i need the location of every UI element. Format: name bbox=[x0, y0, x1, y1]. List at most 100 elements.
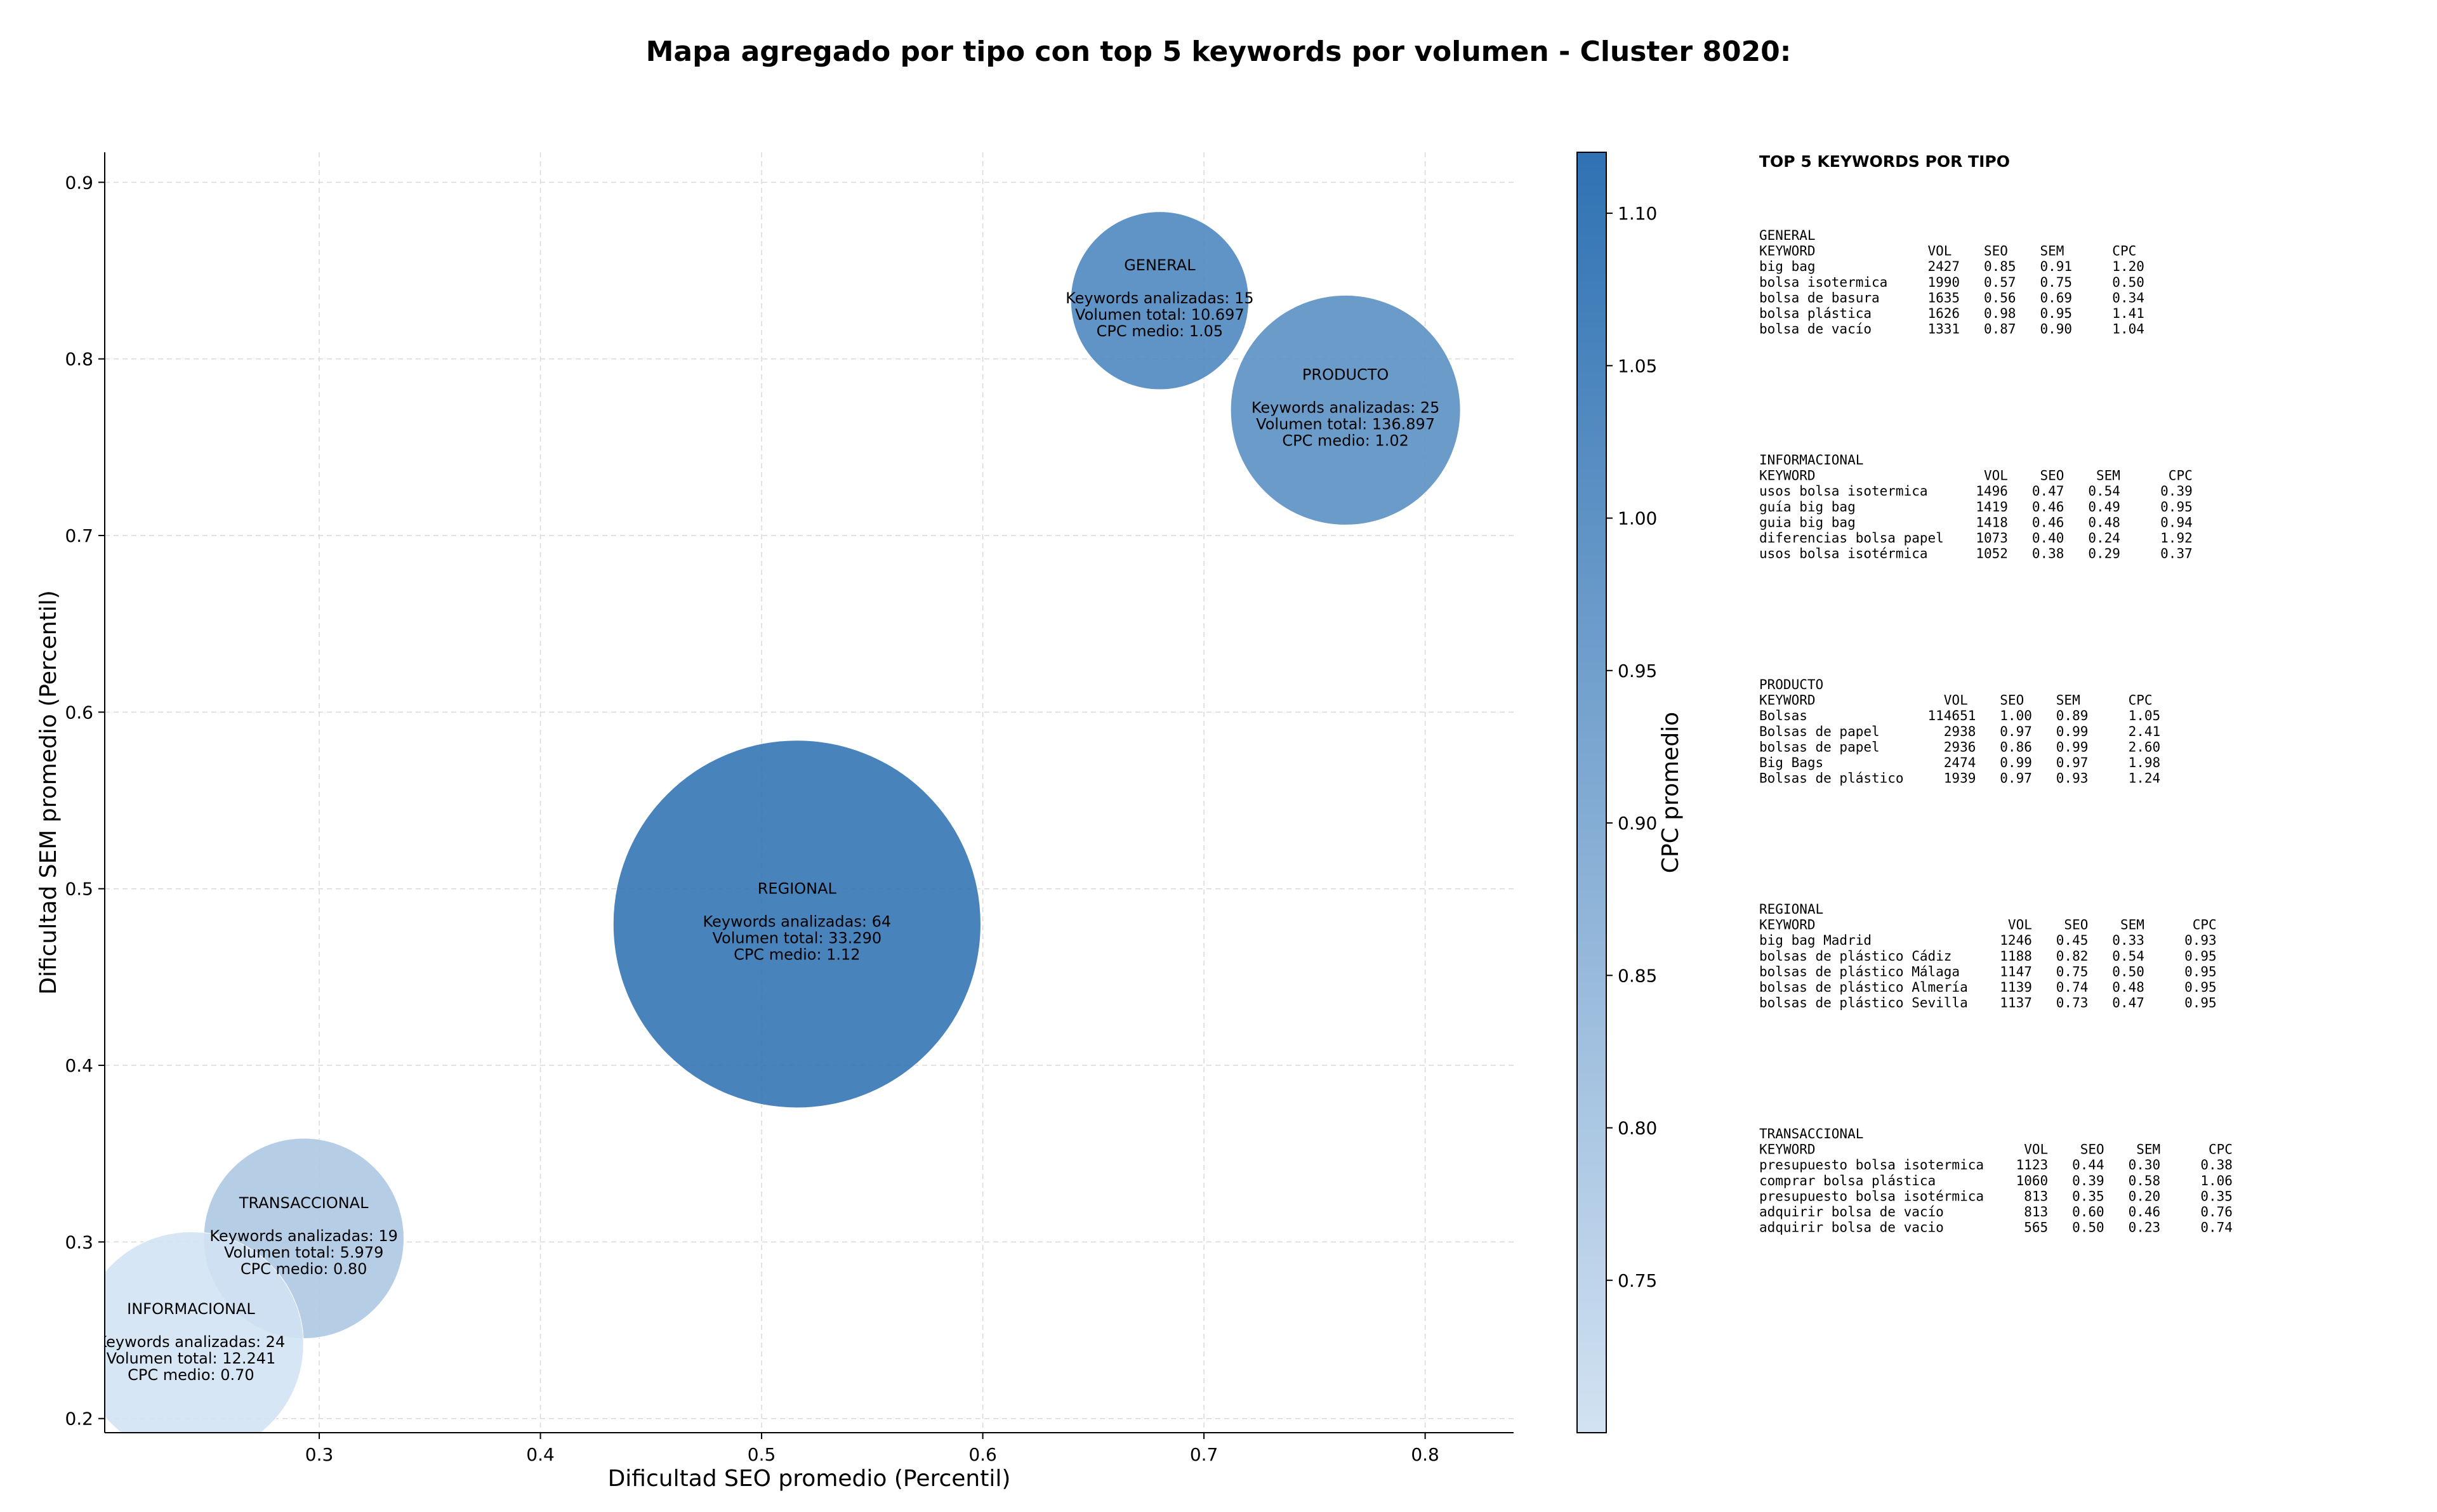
y-tick-label: 0.2 bbox=[65, 1409, 93, 1430]
x-tick-label: 0.3 bbox=[305, 1444, 334, 1465]
bubble-general bbox=[1070, 211, 1250, 390]
bubble-stat-label: Volumen total: 33.290 bbox=[712, 929, 882, 947]
panel-group-name: GENERAL bbox=[1759, 228, 1816, 243]
panel-table-row: bolsas de plástico Cádiz 1188 0.82 0.54 … bbox=[1759, 949, 2217, 964]
panel-table-header: KEYWORD VOL SEO SEM CPC bbox=[1759, 244, 2136, 259]
panel-table-header: KEYWORD VOL SEO SEM CPC bbox=[1759, 468, 2193, 483]
bubble-category-label: REGIONAL bbox=[758, 879, 837, 897]
colorbar-tick-label: 0.95 bbox=[1618, 661, 1657, 681]
bubble-category-label: INFORMACIONAL bbox=[127, 1300, 255, 1318]
panel-table-row: big bag 2427 0.85 0.91 1.20 bbox=[1759, 259, 2144, 274]
colorbar-tick-label: 0.85 bbox=[1618, 965, 1657, 986]
y-tick-label: 0.6 bbox=[65, 702, 93, 723]
x-tick-label: 0.4 bbox=[526, 1444, 555, 1465]
bubble-category-label: GENERAL bbox=[1124, 256, 1196, 274]
bubble-circle bbox=[105, 1232, 304, 1433]
panel-table-header: KEYWORD VOL SEO SEM CPC bbox=[1759, 693, 2153, 708]
panel-title: TOP 5 KEYWORDS POR TIPO bbox=[1759, 152, 2010, 171]
colorbar-tick-label: 0.90 bbox=[1618, 813, 1657, 834]
panel-table-row: bolsa isotermica 1990 0.57 0.75 0.50 bbox=[1759, 275, 2144, 290]
bubble-stat-label: Keywords analizadas: 24 bbox=[97, 1333, 286, 1351]
x-axis-label: Dificultad SEO promedio (Percentil) bbox=[608, 1466, 1011, 1492]
bubble-stat-label: Keywords analizadas: 25 bbox=[1252, 398, 1440, 416]
bubble-stat-label: CPC medio: 1.02 bbox=[1282, 431, 1409, 449]
bubble-stat-label: CPC medio: 1.12 bbox=[734, 945, 861, 963]
panel-table-row: Bolsas de papel 2938 0.97 0.99 2.41 bbox=[1759, 724, 2160, 739]
panel-table-row: Big Bags 2474 0.99 0.97 1.98 bbox=[1759, 755, 2160, 770]
bubble-stat-label: Volumen total: 136.897 bbox=[1256, 415, 1435, 433]
bubble-stat-label: Keywords analizadas: 64 bbox=[703, 912, 892, 930]
panel-table-row: Bolsas de plástico 1939 0.97 0.93 1.24 bbox=[1759, 771, 2160, 786]
bubble-regional bbox=[612, 740, 981, 1108]
y-tick-label: 0.7 bbox=[65, 525, 93, 546]
colorbar-tick-label: 1.10 bbox=[1618, 203, 1657, 224]
panel-table-row: bolsas de plástico Sevilla 1137 0.73 0.4… bbox=[1759, 996, 2217, 1011]
panel-group-name: PRODUCTO bbox=[1759, 677, 1823, 692]
panel-table-header: KEYWORD VOL SEO SEM CPC bbox=[1759, 917, 2217, 933]
panel-group-name: INFORMACIONAL bbox=[1759, 452, 1863, 468]
bubble-label-transaccional: TRANSACCIONAL Keywords analizadas: 19Volu… bbox=[209, 1194, 398, 1278]
y-tick-label: 0.5 bbox=[65, 879, 93, 900]
bubble-producto bbox=[1230, 294, 1461, 525]
y-tick-label: 0.3 bbox=[65, 1232, 93, 1252]
bubble-label-informacional: INFORMACIONAL Keywords analizadas: 24Volu… bbox=[97, 1300, 286, 1384]
panel-table-row: bolsa de vacío 1331 0.87 0.90 1.04 bbox=[1759, 322, 2144, 337]
colorbar-tick-label: 1.05 bbox=[1618, 355, 1657, 376]
bubble-category-label: PRODUCTO bbox=[1302, 365, 1389, 383]
x-tick-label: 0.6 bbox=[968, 1444, 997, 1465]
bubble-stat-label: CPC medio: 1.05 bbox=[1097, 322, 1224, 340]
y-tick-label: 0.4 bbox=[65, 1055, 93, 1076]
y-tick-label: 0.9 bbox=[65, 172, 93, 193]
panel-table-row: presupuesto bolsa isotérmica 813 0.35 0.… bbox=[1759, 1188, 2233, 1204]
colorbar: 0.75 0.80 0.85 0.90 0.95 1.00 1.05 1.10 bbox=[1576, 152, 1657, 1433]
panel-table-row: comprar bolsa plástica 1060 0.39 0.58 1.… bbox=[1759, 1173, 2233, 1188]
panel-table-row: adquirir bolsa de vacío 813 0.60 0.46 0.… bbox=[1759, 1204, 2233, 1219]
panel-table-row: usos bolsa isotérmica 1052 0.38 0.29 0.3… bbox=[1759, 546, 2193, 562]
panel-group-name: REGIONAL bbox=[1759, 902, 1823, 917]
bubble-stat-label: Volumen total: 5.979 bbox=[224, 1244, 383, 1261]
panel-table-row: guía big bag 1419 0.46 0.49 0.95 bbox=[1759, 499, 2193, 515]
panel-table-row: adquirir bolsa de vacio 565 0.50 0.23 0.… bbox=[1759, 1220, 2233, 1235]
bubble-stat-label: CPC medio: 0.70 bbox=[128, 1366, 254, 1384]
x-tick-label: 0.7 bbox=[1190, 1444, 1218, 1465]
panel-table-row: big bag Madrid 1246 0.45 0.33 0.93 bbox=[1759, 933, 2217, 948]
panel-table-row: bolsas de papel 2936 0.86 0.99 2.60 bbox=[1759, 739, 2160, 754]
panel-table-row: bolsa plástica 1626 0.98 0.95 1.41 bbox=[1759, 306, 2144, 321]
panel-table-row: Bolsas 114651 1.00 0.89 1.05 bbox=[1759, 708, 2160, 723]
colorbar-gradient bbox=[1576, 152, 1607, 1433]
colorbar-tick-label: 1.00 bbox=[1618, 508, 1657, 529]
bubble-category-label: TRANSACCIONAL bbox=[239, 1194, 369, 1212]
bubble-circle bbox=[612, 740, 981, 1108]
panel-table-row: bolsa de basura 1635 0.56 0.69 0.34 bbox=[1759, 290, 2144, 305]
panel-table-row: bolsas de plástico Almería 1139 0.74 0.4… bbox=[1759, 980, 2217, 995]
bubble-circle bbox=[1070, 211, 1250, 390]
bubble-informacional bbox=[105, 1232, 304, 1433]
panel-table-row: usos bolsa isotermica 1496 0.47 0.54 0.3… bbox=[1759, 483, 2193, 499]
bubble-circle bbox=[1230, 294, 1461, 525]
x-tick-label: 0.5 bbox=[748, 1444, 776, 1465]
panel-table-row: bolsas de plástico Málaga 1147 0.75 0.50… bbox=[1759, 964, 2217, 979]
bubble-stat-label: Volumen total: 12.241 bbox=[107, 1350, 276, 1367]
chart-title: Mapa agregado por tipo con top 5 keyword… bbox=[646, 36, 1792, 68]
panel-table-row: diferencias bolsa papel 1073 0.40 0.24 1… bbox=[1759, 530, 2193, 546]
colorbar-label: CPC promedio bbox=[1658, 712, 1684, 873]
panel-table-row: guia big bag 1418 0.46 0.48 0.94 bbox=[1759, 515, 2193, 530]
colorbar-tick-label: 0.80 bbox=[1618, 1118, 1657, 1139]
colorbar-tick-label: 0.75 bbox=[1618, 1270, 1657, 1291]
bubble-stat-label: CPC medio: 0.80 bbox=[241, 1260, 367, 1278]
y-axis-label: Dificultad SEM promedio (Percentil) bbox=[36, 590, 62, 995]
axes: 0.3 0.4 0.5 0.6 0.7 0.8 0.2 0.3 0.4 0.5 0.6 0.7 0.8 0… bbox=[65, 152, 1514, 1465]
panel-table-row: presupuesto bolsa isotermica 1123 0.44 0… bbox=[1759, 1157, 2233, 1173]
bubble-stat-label: Keywords analizadas: 19 bbox=[209, 1227, 398, 1245]
